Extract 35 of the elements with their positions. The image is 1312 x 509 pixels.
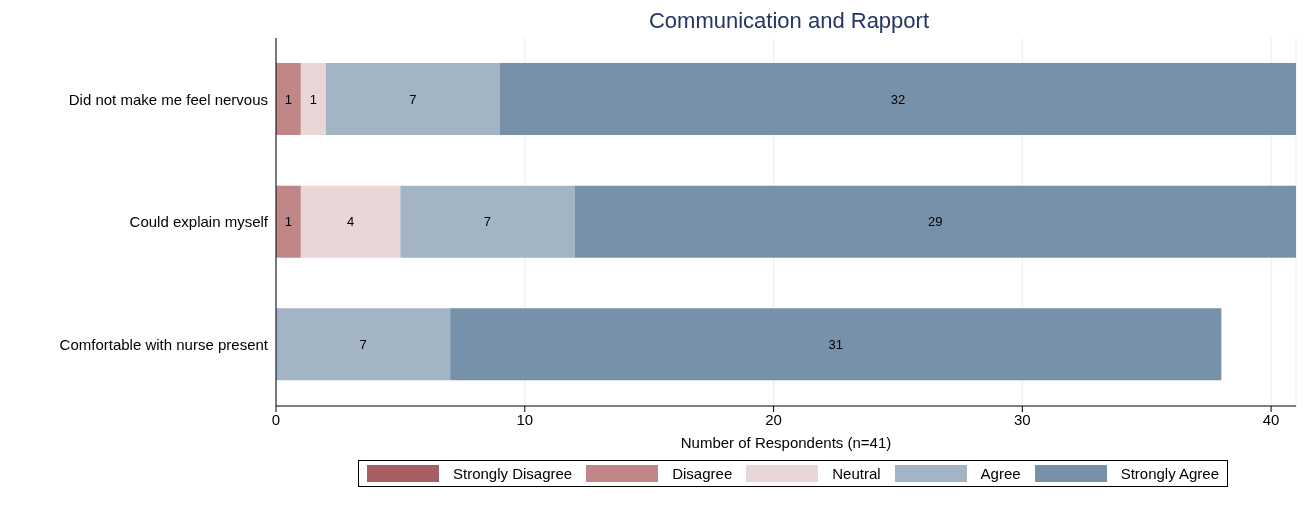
legend-label: Disagree [672,465,733,482]
data-label: 7 [359,336,367,352]
data-label: 32 [890,91,906,107]
x-tick-label: 40 [1262,410,1280,428]
x-axis-title: Number of Respondents (n=41) [680,434,892,451]
data-label: 1 [309,91,317,107]
x-tick-label: 30 [1014,410,1031,428]
y-tick-label: Could explain myself [129,213,269,231]
data-label: 1 [284,91,293,107]
bar [276,308,451,381]
bar [499,63,1296,135]
legend-label: Strongly Disagree [452,465,573,482]
bar [300,63,326,135]
legend-label: Strongly Agree [1120,465,1220,482]
chart-title: Communication and Rapport [647,8,930,35]
data-label: 31 [828,336,843,352]
bar [276,185,301,258]
data-label: 4 [347,214,355,230]
data-label: 7 [483,214,492,230]
bar [450,308,1222,381]
bar [574,185,1296,258]
x-tick-label: 10 [516,410,534,428]
y-tick-label: Comfortable with nurse present [59,335,269,353]
x-tick-label: 0 [271,410,281,428]
bar [325,63,500,135]
legend-label: Neutral [832,465,881,482]
x-tick-label: 20 [765,410,782,428]
bar [300,185,401,258]
y-tick-label: Did not make me feel nervous [68,90,268,108]
data-label: 7 [409,91,417,107]
data-label: 29 [928,214,943,230]
legend-label: Agree [980,465,1021,482]
bar [400,185,575,258]
data-label: 1 [284,214,293,230]
bar [276,63,301,135]
